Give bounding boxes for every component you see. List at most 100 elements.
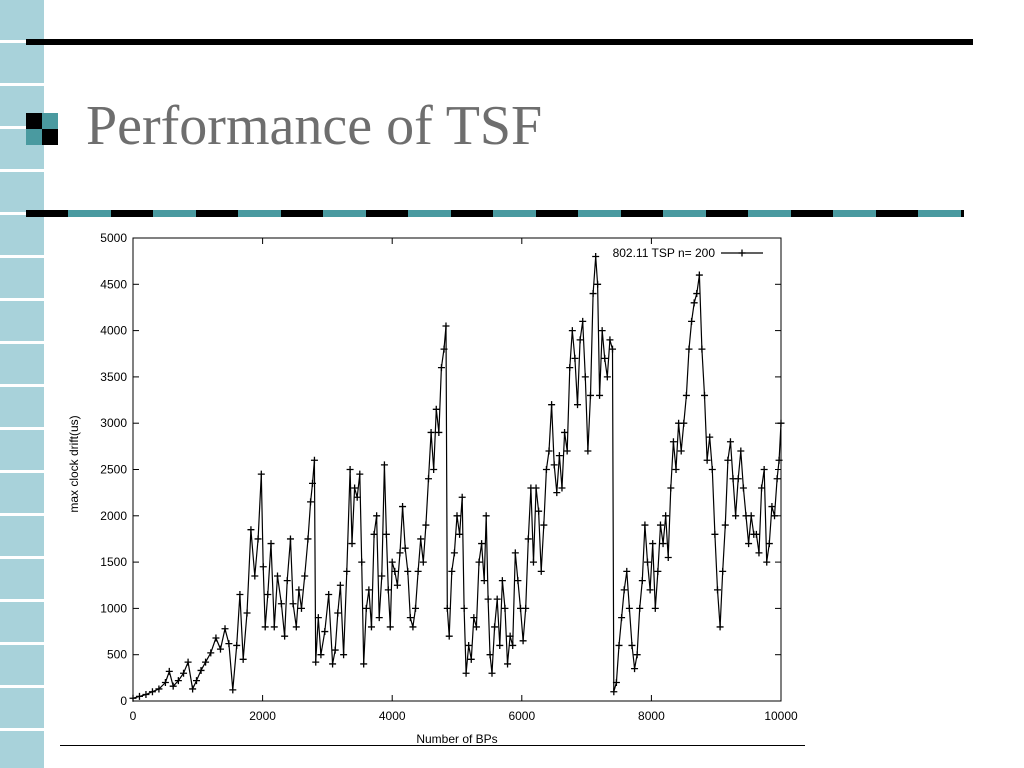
data-point <box>662 512 670 520</box>
data-point <box>651 604 659 612</box>
data-point <box>301 572 309 580</box>
data-point <box>443 604 451 612</box>
data-point <box>690 299 698 307</box>
data-point <box>331 646 339 654</box>
data-point <box>659 540 667 548</box>
data-point <box>336 581 344 589</box>
data-point <box>601 354 609 362</box>
data-point <box>254 535 262 543</box>
data-point <box>488 669 496 677</box>
data-point <box>584 447 592 455</box>
data-point <box>289 600 297 608</box>
data-point <box>478 540 486 548</box>
data-point <box>612 678 620 686</box>
data-point <box>174 677 182 685</box>
data-point <box>644 558 652 566</box>
data-point <box>375 614 383 622</box>
data-point <box>334 609 342 617</box>
data-point <box>155 685 163 693</box>
data-point <box>493 595 501 603</box>
data-point <box>419 558 427 566</box>
data-point <box>649 540 657 548</box>
data-point <box>417 535 425 543</box>
data-point <box>422 521 430 529</box>
data-point <box>243 609 251 617</box>
data-point <box>314 614 322 622</box>
data-point <box>532 484 540 492</box>
title-bullet-icon <box>26 113 58 145</box>
data-point <box>283 577 291 585</box>
data-point <box>685 345 693 353</box>
data-point <box>773 475 781 483</box>
y-tick-label: 4000 <box>100 324 127 338</box>
data-point <box>277 600 285 608</box>
data-point <box>312 658 320 666</box>
data-point <box>353 493 361 501</box>
data-point <box>506 632 514 640</box>
data-point <box>633 651 641 659</box>
data-point <box>142 691 150 699</box>
data-point <box>522 604 530 612</box>
data-point <box>148 688 156 696</box>
data-point <box>693 290 701 298</box>
data-point <box>484 595 492 603</box>
x-axis-label: Number of BPs <box>416 732 497 746</box>
x-tick-label: 2000 <box>249 709 276 723</box>
data-point <box>586 391 594 399</box>
data-point <box>553 489 561 497</box>
data-point <box>281 632 289 640</box>
data-point <box>747 512 755 520</box>
data-point <box>540 521 548 529</box>
data-point <box>631 665 639 673</box>
data-point <box>763 558 771 566</box>
data-point <box>745 540 753 548</box>
data-point <box>367 623 375 631</box>
data-point <box>295 586 303 594</box>
data-point <box>555 452 563 460</box>
data-point <box>558 484 566 492</box>
data-point <box>297 604 305 612</box>
data-point <box>726 438 734 446</box>
data-point <box>677 447 685 455</box>
data-point <box>620 586 628 594</box>
data-point <box>524 535 532 543</box>
data-point <box>669 438 677 446</box>
data-point <box>618 614 626 622</box>
data-point <box>596 391 604 399</box>
data-point <box>713 586 721 594</box>
data-point <box>777 419 785 427</box>
data-point <box>197 666 205 674</box>
data-point <box>734 475 742 483</box>
data-point <box>529 558 537 566</box>
data-point <box>739 484 747 492</box>
data-point <box>465 641 473 649</box>
y-tick-label: 1500 <box>100 555 127 569</box>
data-point <box>257 470 265 478</box>
data-point <box>571 354 579 362</box>
data-point <box>370 530 378 538</box>
data-point <box>270 623 278 631</box>
data-point <box>325 591 333 599</box>
data-point <box>184 658 192 666</box>
data-point <box>695 271 703 279</box>
data-point <box>386 623 394 631</box>
x-tick-label: 10000 <box>764 709 798 723</box>
data-point <box>450 549 458 557</box>
data-point <box>654 567 662 575</box>
data-point <box>193 677 201 685</box>
data-point <box>329 660 337 668</box>
y-tick-label: 5000 <box>100 231 127 245</box>
data-point <box>380 461 388 469</box>
data-point <box>581 373 589 381</box>
y-tick-label: 2500 <box>100 463 127 477</box>
data-point <box>472 623 480 631</box>
data-point <box>656 521 664 529</box>
data-point <box>430 466 438 473</box>
data-point <box>225 640 233 648</box>
data-point <box>623 567 631 575</box>
data-point <box>765 540 773 548</box>
data-point <box>475 558 483 566</box>
data-point <box>594 280 602 288</box>
data-point <box>362 604 370 612</box>
data-point <box>343 567 351 575</box>
